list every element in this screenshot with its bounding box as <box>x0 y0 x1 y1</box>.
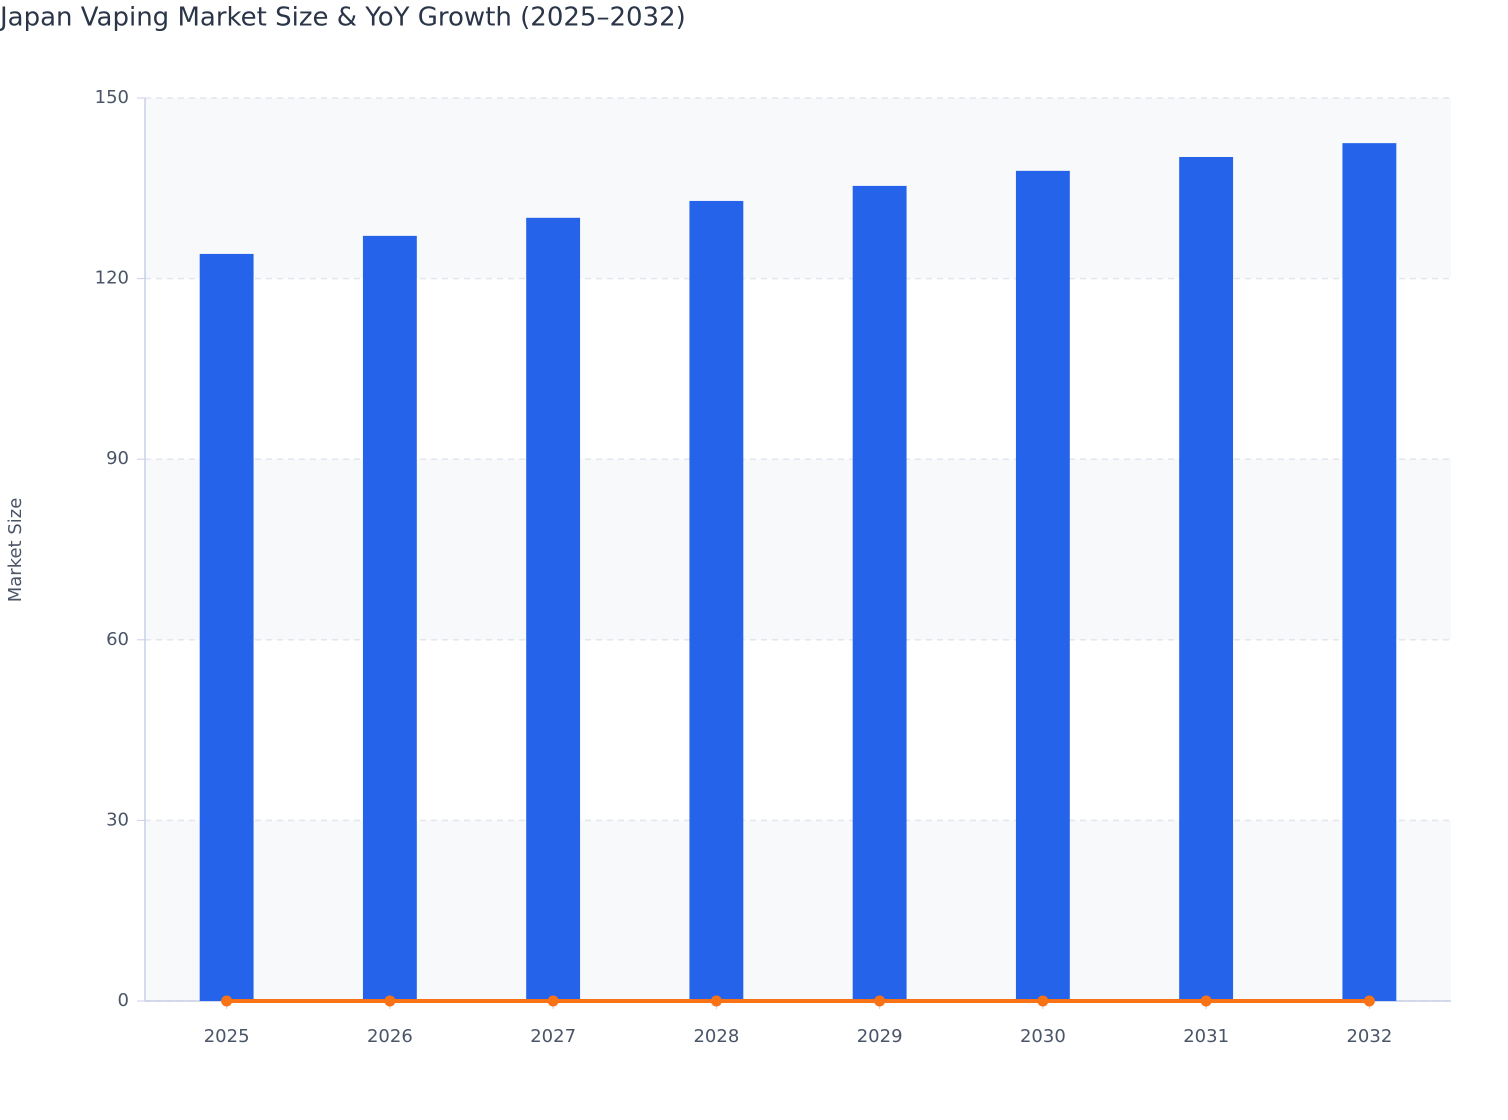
x-tick-label: 2031 <box>1183 1026 1229 1047</box>
bar <box>1015 170 1070 1002</box>
line-point <box>1037 995 1049 1007</box>
x-tick-label: 2032 <box>1346 1026 1392 1047</box>
x-tick-label: 2026 <box>367 1026 413 1047</box>
x-tick-label: 2029 <box>857 1026 903 1047</box>
line-point <box>1200 995 1212 1007</box>
x-tick-label: 2025 <box>204 1026 250 1047</box>
bar <box>526 217 581 1002</box>
bar <box>362 235 417 1001</box>
y-axis-label: Market Size <box>5 498 26 603</box>
chart-title: Japan Vaping Market Size & YoY Growth (2… <box>0 3 686 33</box>
bar <box>199 253 254 1002</box>
line-point <box>1363 995 1375 1007</box>
x-tick-label: 2028 <box>693 1026 739 1047</box>
plot-band <box>145 459 1451 640</box>
x-tick-label: 2027 <box>530 1026 576 1047</box>
bar <box>1179 156 1234 1002</box>
bar <box>1342 143 1397 1001</box>
line-point <box>874 995 886 1007</box>
y-tick-label: 60 <box>106 629 129 650</box>
y-tick-label: 30 <box>106 809 129 830</box>
line-point <box>384 995 396 1007</box>
line-point <box>221 995 233 1007</box>
y-tick-label: 90 <box>106 448 129 469</box>
plot-band <box>145 98 1451 279</box>
y-tick-label: 120 <box>95 268 129 289</box>
line-point <box>547 995 559 1007</box>
y-tick-label: 150 <box>95 87 129 108</box>
bar <box>689 200 744 1001</box>
plot-band <box>145 820 1451 1001</box>
bar <box>852 185 907 1002</box>
x-tick-label: 2030 <box>1020 1026 1066 1047</box>
y-tick-label: 0 <box>118 990 129 1011</box>
line-point <box>710 995 722 1007</box>
